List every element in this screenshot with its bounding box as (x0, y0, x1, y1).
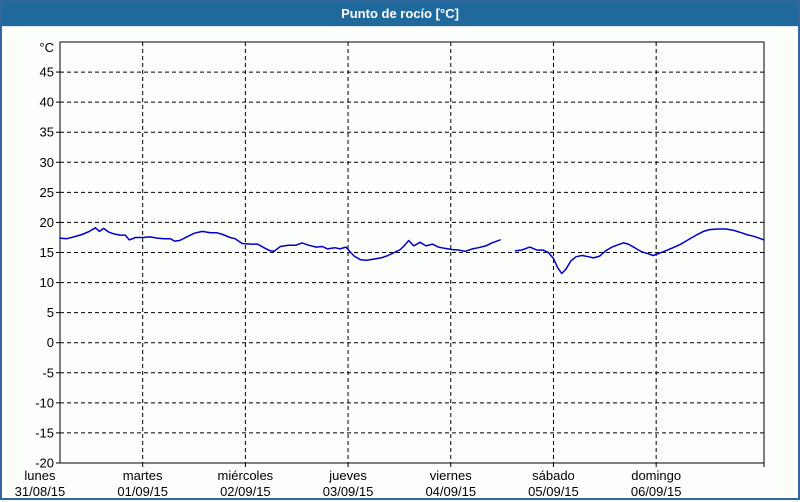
svg-text:06/09/15: 06/09/15 (631, 484, 682, 499)
svg-text:martes: martes (123, 468, 163, 483)
svg-text:°C: °C (39, 40, 54, 55)
svg-text:40: 40 (40, 95, 54, 110)
svg-text:15: 15 (40, 245, 54, 260)
svg-text:30: 30 (40, 155, 54, 170)
svg-text:jueves: jueves (328, 468, 367, 483)
svg-text:02/09/15: 02/09/15 (220, 484, 271, 499)
y-gridlines (56, 71, 764, 464)
svg-text:-5: -5 (42, 365, 54, 380)
x-gridlines (142, 42, 765, 467)
svg-text:-20: -20 (35, 456, 54, 471)
window-title-bar: Punto de rocío [°C] (2, 2, 798, 27)
svg-text:0: 0 (47, 335, 54, 350)
svg-text:lunes: lunes (24, 468, 56, 483)
svg-text:05/09/15: 05/09/15 (528, 484, 579, 499)
svg-text:31/08/15: 31/08/15 (15, 484, 66, 499)
svg-text:01/09/15: 01/09/15 (117, 484, 168, 499)
svg-text:-10: -10 (35, 395, 54, 410)
svg-text:-15: -15 (35, 425, 54, 440)
svg-text:04/09/15: 04/09/15 (425, 484, 476, 499)
svg-text:25: 25 (40, 185, 54, 200)
svg-text:miércoles: miércoles (218, 468, 274, 483)
plot-border (59, 41, 765, 464)
svg-text:03/09/15: 03/09/15 (323, 484, 374, 499)
svg-text:45: 45 (40, 65, 54, 80)
svg-text:20: 20 (40, 215, 54, 230)
window-title: Punto de rocío [°C] (341, 6, 459, 21)
svg-text:5: 5 (47, 305, 54, 320)
svg-text:10: 10 (40, 275, 54, 290)
svg-text:35: 35 (40, 125, 54, 140)
y-tick-labels: 45 40 35 30 25 20 15 10 5 0 -5 -10 -15 -20 °C (35, 40, 54, 471)
svg-text:sábado: sábado (532, 468, 575, 483)
svg-text:viernes: viernes (430, 468, 472, 483)
svg-text:domingo: domingo (631, 468, 681, 483)
dew-point-series (59, 227, 765, 275)
